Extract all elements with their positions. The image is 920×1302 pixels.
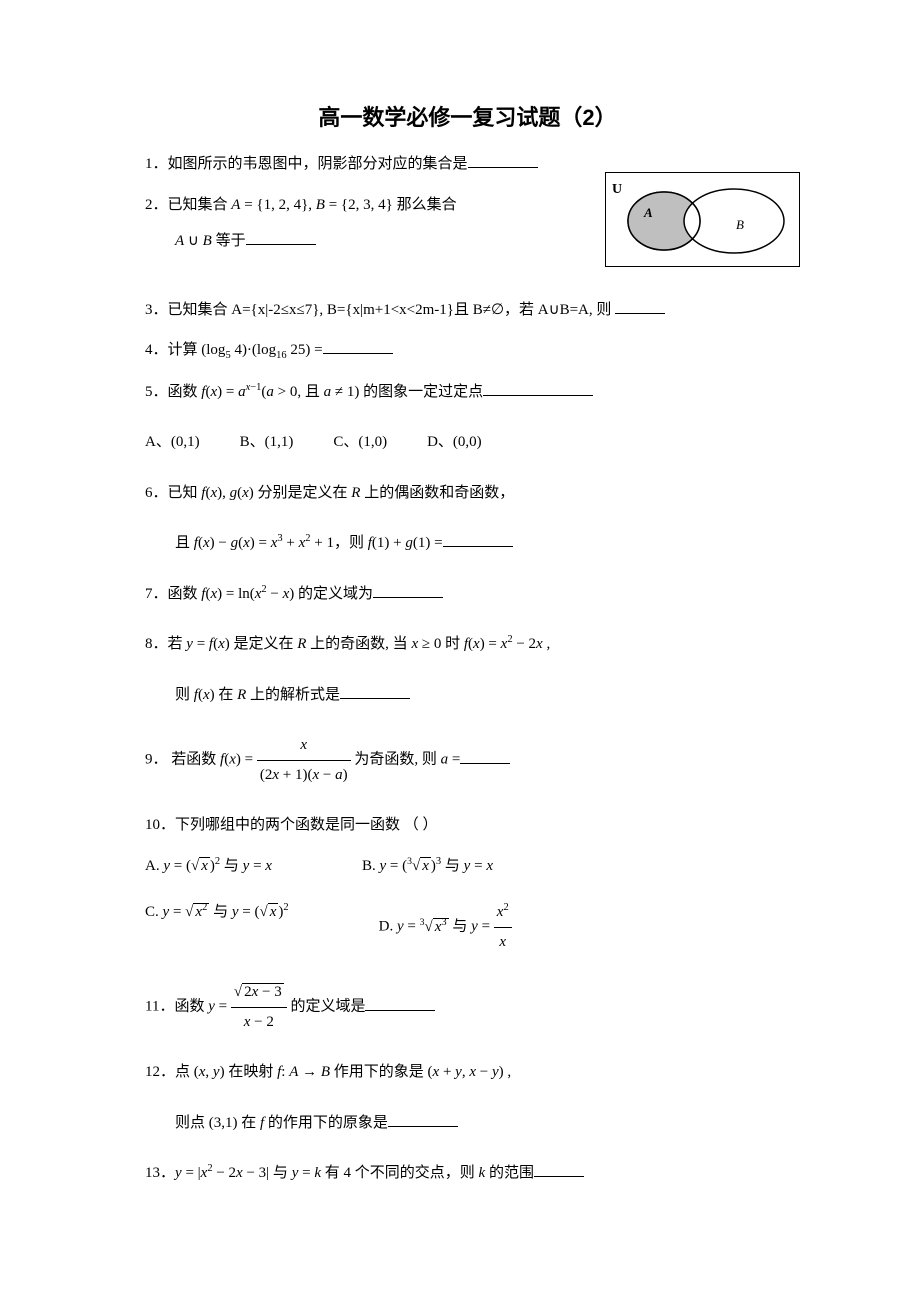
q1-blank bbox=[468, 152, 538, 168]
q9-num: x bbox=[257, 731, 351, 760]
q3: 3．已知集合 A={x|-2≤x≤7}, B={x|m+1<x<2m-1}且 B… bbox=[145, 296, 790, 325]
q5-opt-d: D、(0,0) bbox=[427, 428, 482, 457]
q8a: 8．若 y = f(x) 是定义在 R 上的奇函数, 当 x ≥ 0 时 f(x… bbox=[145, 630, 790, 659]
q2b: A ∪ B 等于 bbox=[145, 227, 790, 256]
q5-blank bbox=[483, 380, 593, 396]
q7-blank bbox=[373, 582, 443, 598]
q5-opt-a: A、(0,1) bbox=[145, 428, 200, 457]
q1: 1．如图所示的韦恩图中，阴影部分对应的集合是 U A B bbox=[145, 150, 790, 179]
q9: 9． 若函数 f(x) = x (2x + 1)(x − a) 为奇函数, 则 … bbox=[145, 731, 790, 789]
venn-b-label: B bbox=[736, 213, 744, 238]
q12a: 12．点 (x, y) 在映射 f: A → B 作用下的象是 (x + y, … bbox=[145, 1058, 790, 1087]
q10-row1: A. y = (√x)2 与 y = x B. y = (3√x)3 与 y =… bbox=[145, 852, 790, 881]
q5: 5．函数 f(x) = ax−1(a > 0, 且 a ≠ 1) 的图象一定过定… bbox=[145, 378, 790, 407]
q3-blank bbox=[615, 298, 665, 314]
q5-opt-c: C、(1,0) bbox=[333, 428, 387, 457]
q6b: 且 f(x) − g(x) = x3 + x2 + 1，则 f(1) + g(1… bbox=[145, 529, 790, 558]
q10-row2: C. y = √x2 与 y = (√x)2 D. y = 3√x3 与 y =… bbox=[145, 898, 790, 956]
q8-blank bbox=[340, 683, 410, 699]
q12b: 则点 (3,1) 在 f 的作用下的原象是 bbox=[145, 1109, 790, 1138]
q10-opt-b: B. y = (3√x)3 与 y = x bbox=[362, 852, 493, 881]
q2a: 2．已知集合 A = {1, 2, 4}, B = {2, 3, 4} 那么集合 bbox=[145, 191, 790, 220]
q11-frac: √2x − 3 x − 2 bbox=[231, 978, 287, 1036]
q6-blank bbox=[443, 531, 513, 547]
q13: 13．y = |x2 − 2x − 3| 与 y = k 有 4 个不同的交点，… bbox=[145, 1159, 790, 1188]
q10-opt-c: C. y = √x2 与 y = (√x)2 bbox=[145, 898, 289, 956]
q10-opt-d: D. y = 3√x3 与 y = x2x bbox=[379, 898, 512, 956]
q11-den: x − 2 bbox=[231, 1007, 287, 1037]
q7: 7．函数 f(x) = ln(x2 − x) 的定义域为 bbox=[145, 580, 790, 609]
q5-opt-b: B、(1,1) bbox=[240, 428, 294, 457]
q9-den: (2x + 1)(x − a) bbox=[257, 760, 351, 790]
q2-blank bbox=[246, 229, 316, 245]
venn-a-label: A bbox=[644, 201, 653, 226]
q13-blank bbox=[534, 1161, 584, 1177]
q1-text: 1．如图所示的韦恩图中，阴影部分对应的集合是 bbox=[145, 156, 468, 172]
q8b: 则 f(x) 在 R 上的解析式是 bbox=[145, 681, 790, 710]
q10-opt-a: A. y = (√x)2 与 y = x bbox=[145, 852, 272, 881]
q9-frac: x (2x + 1)(x − a) bbox=[257, 731, 351, 789]
q3-text: 3．已知集合 A={x|-2≤x≤7}, B={x|m+1<x<2m-1}且 B… bbox=[145, 302, 611, 318]
q10: 10．下列哪组中的两个函数是同一函数 （ ） bbox=[145, 811, 790, 840]
q4: 4．计算 (log5 4)·(log16 25) = bbox=[145, 336, 790, 366]
q11-num: √2x − 3 bbox=[231, 978, 287, 1007]
q11-blank bbox=[365, 995, 435, 1011]
q4-blank bbox=[323, 338, 393, 354]
q9-blank bbox=[460, 748, 510, 764]
q2a-text: 2．已知集合 A = {1, 2, 4}, B = {2, 3, 4} 那么集合 bbox=[145, 197, 457, 213]
q12-blank bbox=[388, 1111, 458, 1127]
q6a: 6．已知 f(x), g(x) 分别是定义在 R 上的偶函数和奇函数， bbox=[145, 479, 790, 508]
q11: 11．函数 y = √2x − 3 x − 2 的定义域是 bbox=[145, 978, 790, 1036]
q5-options: A、(0,1) B、(1,1) C、(1,0) D、(0,0) bbox=[145, 428, 790, 457]
page-title: 高一数学必修一复习试题（2） bbox=[145, 100, 790, 132]
